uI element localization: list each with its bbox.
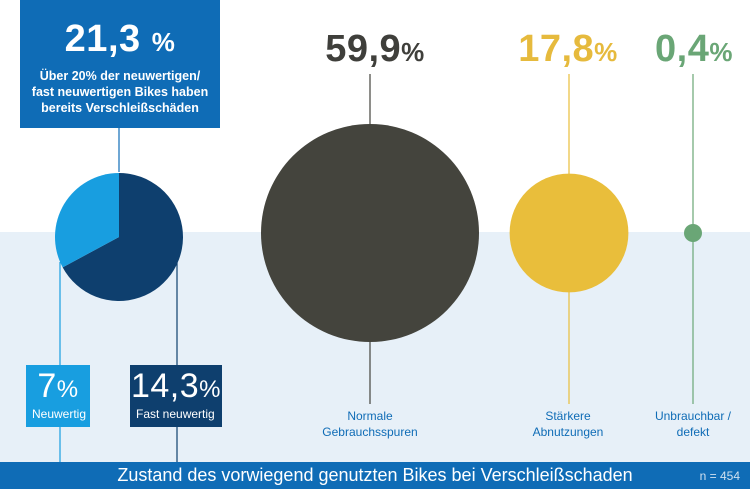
label-strong-wear-line2: Abnutzungen	[532, 425, 604, 439]
label-unusable-line2: defekt	[676, 425, 710, 439]
label-box-new: 7% Neuwertig	[26, 365, 90, 427]
label-unusable-line1: Unbrauchbar /	[654, 409, 732, 423]
bubble-strong-wear	[509, 173, 629, 293]
label-strong-wear-line1: Stärkere	[545, 409, 591, 423]
highlight-value: 21,3 %	[64, 18, 176, 60]
highlight-callout: 21,3 % Über 20% der neuwertigen/ fast ne…	[20, 0, 220, 128]
chart-title: Zustand des vorwiegend genutzten Bikes b…	[117, 465, 633, 485]
bubble-unusable	[684, 224, 702, 242]
label-strong-wear: Stärkere Abnutzungen	[503, 408, 633, 440]
pie-slice-almost-new	[62, 173, 183, 301]
value-almost-new: 14,3%	[130, 367, 222, 405]
value-strong-wear: 17,8%	[518, 28, 618, 70]
label-almost-new: Fast neuwertig	[136, 407, 215, 421]
value-unusable: 0,4%	[655, 28, 733, 70]
label-normal-wear-line2: Gebrauchsspuren	[322, 425, 418, 439]
label-unusable: Unbrauchbar / defekt	[628, 408, 750, 440]
value-new: 7%	[37, 367, 79, 405]
bubble-normal-wear	[261, 124, 479, 342]
sample-size: n = 454	[699, 469, 740, 483]
label-new: Neuwertig	[32, 407, 87, 421]
footer-bar: Zustand des vorwiegend genutzten Bikes b…	[0, 462, 750, 489]
value-normal-wear: 59,9%	[325, 28, 425, 70]
highlight-text: Über 20% der neuwertigen/ fast neuwertig…	[31, 69, 209, 115]
pie-slice-new	[54, 173, 119, 268]
label-box-almost-new: 14,3% Fast neuwertig	[130, 365, 222, 427]
label-normal-wear-line1: Normale	[347, 409, 393, 423]
label-normal-wear: Normale Gebrauchsspuren	[305, 408, 435, 440]
